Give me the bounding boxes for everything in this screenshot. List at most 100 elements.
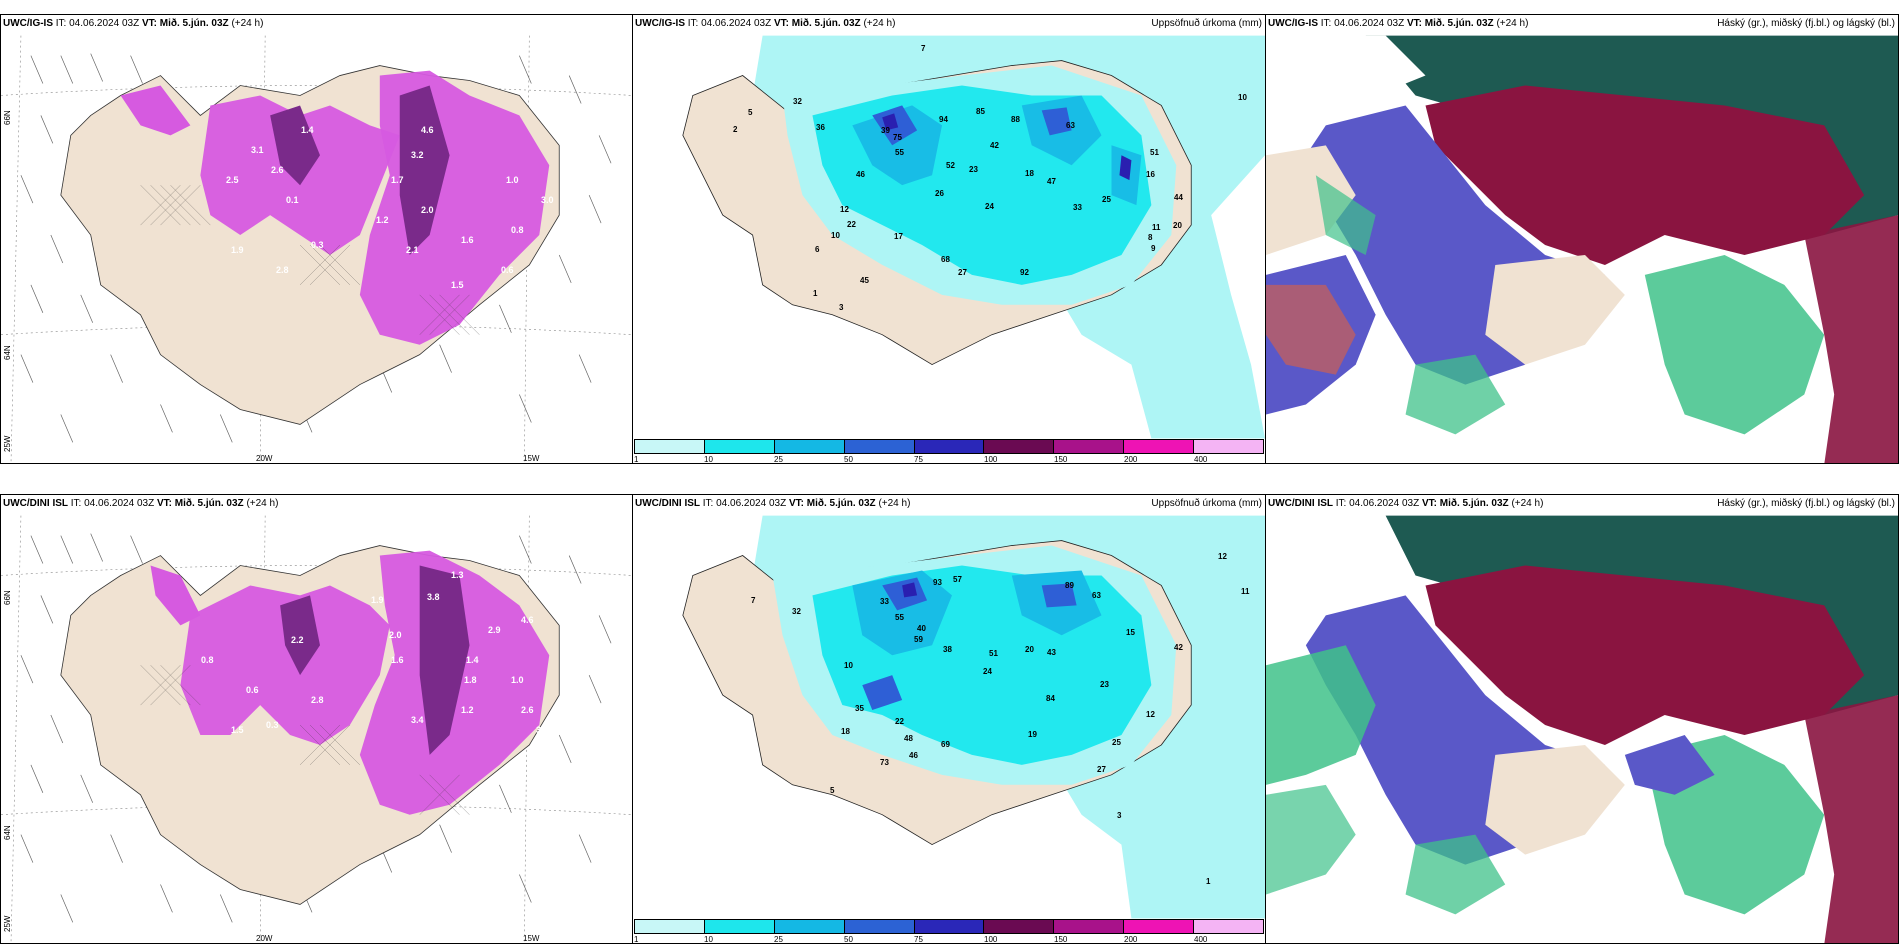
lon-label: 15W [523, 454, 540, 463]
cloud-map [1266, 515, 1898, 943]
legend-swatch [844, 920, 915, 933]
snow-value: 0.6 [501, 265, 514, 275]
precip-value: 85 [976, 107, 985, 116]
legend-swatch [774, 920, 845, 933]
lon-label: 15W [523, 934, 540, 943]
precip-value: 63 [1092, 591, 1101, 600]
precip-value: 75 [893, 133, 902, 142]
precip-title: Uppsöfnuð úrkoma (mm) [1151, 498, 1262, 509]
precip-value: 22 [847, 220, 856, 229]
precip-value: 57 [953, 575, 962, 584]
precip-value: 1 [813, 289, 818, 298]
precip-value: 10 [844, 661, 853, 670]
legend-swatch [1054, 440, 1125, 453]
legend-ticks: 1 10 25 50 75 100 150 200 400 [634, 935, 1264, 943]
snow-value: 3.1 [251, 145, 264, 155]
snow-value: 1.9 [231, 245, 244, 255]
snow-value: 4.6 [421, 125, 434, 135]
legend-tick: 50 [844, 935, 853, 944]
legend-tick: 25 [774, 455, 783, 464]
precip-value: 36 [816, 123, 825, 132]
lat-label: 64N [3, 825, 12, 840]
precip-value: 23 [969, 165, 978, 174]
precip-value: 23 [1100, 680, 1109, 689]
cloud-title: Háský (gr.), miðský (fj.bl.) og lágský (… [1717, 498, 1895, 509]
precip-value: 6 [815, 245, 820, 254]
precip-value: 16 [1146, 170, 1155, 179]
precip-map [633, 515, 1265, 919]
legend-swatch [1124, 920, 1195, 933]
legend-tick: 400 [1194, 455, 1208, 464]
precip-value: 59 [914, 635, 923, 644]
precip-value: 12 [1146, 710, 1155, 719]
snow-value: 0.3 [266, 720, 279, 730]
panel-header: UWC/DINI ISL IT: 04.06.2024 03Z VT: Mið.… [635, 498, 911, 509]
edge-lon-label: 25W [3, 435, 12, 452]
legend-bar [634, 439, 1264, 454]
snow-value: 2.1 [406, 245, 419, 255]
precip-value: 51 [989, 649, 998, 658]
precip-title: Uppsöfnuð úrkoma (mm) [1151, 18, 1262, 29]
snow-value: 1.0 [506, 175, 519, 185]
legend-tick: 10 [704, 935, 713, 944]
precip-value: 89 [1065, 581, 1074, 590]
precip-value: 2 [733, 125, 738, 134]
precip-value: 19 [1028, 730, 1037, 739]
cloud-map-panel-1: UWC/IG-IS IT: 04.06.2024 03Z VT: Mið. 5.… [1265, 14, 1899, 464]
snow-map-panel-1: UWC/IG-IS IT: 04.06.2024 03Z VT: Mið. 5.… [0, 14, 633, 464]
snow-value: 1.6 [461, 235, 474, 245]
snow-value: 3.8 [427, 592, 440, 602]
snow-value: 1.0 [511, 675, 524, 685]
legend-tick: 100 [984, 455, 998, 464]
precip-value: 42 [990, 141, 999, 150]
snow-value: 2.9 [488, 625, 501, 635]
snow-value: 1.4 [301, 125, 314, 135]
snow-value: 2.5 [226, 175, 239, 185]
panel-header: UWC/IG-IS IT: 04.06.2024 03Z VT: Mið. 5.… [3, 18, 264, 29]
precip-value: 11 [1241, 587, 1250, 596]
precip-value: 94 [939, 115, 948, 124]
legend-tick: 200 [1124, 935, 1138, 944]
legend-swatch [914, 440, 985, 453]
precip-value: 47 [1047, 177, 1056, 186]
precip-value: 25 [1102, 195, 1111, 204]
precip-value: 51 [1150, 148, 1159, 157]
legend-swatch [1194, 440, 1264, 453]
precip-value: 18 [841, 727, 850, 736]
precip-value: 73 [880, 758, 889, 767]
snow-value: 3.3 [536, 725, 549, 735]
precip-value: 12 [840, 205, 849, 214]
precip-value: 43 [1047, 648, 1056, 657]
precip-value: 15 [1126, 628, 1135, 637]
lat-label: 66N [3, 590, 12, 605]
precip-value: 17 [894, 232, 903, 241]
legend-tick: 100 [984, 935, 998, 944]
snow-value: 2.8 [276, 265, 289, 275]
snow-value: 3.4 [411, 715, 424, 725]
precip-value: 3 [839, 303, 844, 312]
precip-value: 27 [1097, 765, 1106, 774]
lat-label: 64N [3, 345, 12, 360]
precip-value: 20 [1173, 221, 1182, 230]
legend-swatch [984, 440, 1055, 453]
precip-value: 3 [1117, 811, 1122, 820]
legend-swatch [844, 440, 915, 453]
edge-lon-label: 25W [3, 915, 12, 932]
precip-value: 42 [1174, 643, 1183, 652]
legend-tick: 400 [1194, 935, 1208, 944]
snow-value: 0.3 [311, 240, 324, 250]
snow-value: 1.9 [371, 595, 384, 605]
precip-value: 46 [909, 751, 918, 760]
snow-value: 3.0 [541, 195, 554, 205]
cloud-map-panel-2: UWC/DINI ISL IT: 04.06.2024 03Z VT: Mið.… [1265, 494, 1899, 944]
legend-swatch [704, 440, 775, 453]
precip-value: 24 [983, 667, 992, 676]
legend-swatch [1124, 440, 1195, 453]
precip-value: 11 [1152, 223, 1161, 232]
snow-value: 2.0 [421, 205, 434, 215]
precip-value: 9 [1151, 244, 1156, 253]
precip-value: 27 [958, 268, 967, 277]
precip-value: 24 [985, 202, 994, 211]
precip-value: 38 [943, 645, 952, 654]
precip-value: 5 [748, 108, 753, 117]
